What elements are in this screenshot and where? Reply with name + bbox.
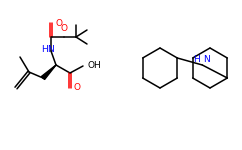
Text: OH: OH	[87, 61, 101, 70]
Text: H: H	[41, 45, 47, 54]
Polygon shape	[41, 65, 56, 80]
Text: N: N	[203, 56, 210, 64]
Text: N: N	[47, 45, 53, 54]
Text: O: O	[74, 84, 81, 93]
Text: O: O	[60, 24, 68, 33]
Text: O: O	[55, 18, 62, 27]
Text: H: H	[194, 56, 200, 64]
